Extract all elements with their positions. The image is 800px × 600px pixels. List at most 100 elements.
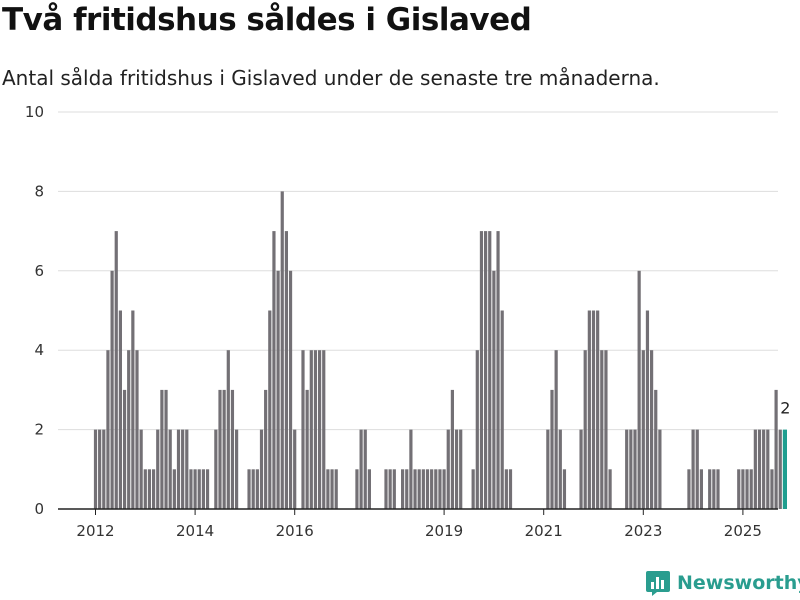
bar [247,469,251,509]
bar [745,469,749,509]
x-tick-label: 2021 [525,522,563,540]
bar [600,350,604,509]
bar [363,429,367,509]
bar [230,389,235,509]
bar [757,429,762,509]
bar [430,469,434,509]
bar [695,429,699,509]
bar [218,389,222,509]
grid-lines [58,111,778,431]
bar [384,469,388,509]
bar [222,389,226,509]
x-tick-label: 2012 [76,522,114,540]
bar [459,429,463,509]
bar [205,469,210,509]
brand-name: Newsworthy [677,572,800,594]
bar [176,429,181,509]
bar [753,429,757,509]
bar [355,469,359,509]
bar [226,350,230,509]
bar [438,469,442,509]
bar [251,469,255,509]
bar [475,350,479,509]
bar [741,469,745,509]
bar [508,469,513,509]
bar [122,389,127,509]
bar [235,429,239,509]
bar [604,350,608,509]
bar [139,429,143,509]
bar [110,270,114,509]
bar [388,469,392,509]
bar-chart: 0 2 4 6 8 10 2012 2014 2016 2019 2021 2023 2025 2 [25,103,791,540]
bar [608,469,612,509]
bar [405,469,409,509]
bar [421,469,425,509]
bar [770,469,774,509]
bar [309,350,313,509]
x-tick-label: 2025 [724,522,762,540]
bar [546,429,550,509]
bar [716,469,720,509]
bar [276,270,280,509]
bar [326,469,330,509]
bar [359,429,363,509]
bar [160,389,164,509]
bar [442,469,446,509]
bar [749,469,753,509]
bar [579,429,583,509]
bar [272,231,276,509]
bar [550,389,554,509]
bar [147,469,152,509]
bar [484,231,488,509]
last-value-label: 2 [780,399,790,418]
bar [318,350,322,509]
bar [699,469,703,509]
annotations: 2 [780,399,790,418]
bar [322,350,326,509]
bars [93,191,787,509]
y-axis-ticks: 0 2 4 6 8 10 [25,103,44,518]
bar [172,469,176,509]
bar [562,469,567,509]
x-tick-label: 2014 [176,522,214,540]
bar [330,469,334,509]
bar [259,429,264,509]
bar [280,191,284,509]
bar [367,469,371,509]
bar [645,310,650,509]
bar [293,429,297,509]
brand-logo: Newsworthy [645,570,800,596]
bar [313,350,318,509]
bar [654,389,658,509]
bar [558,429,562,509]
bar [587,310,591,509]
bar [301,350,305,509]
bar [687,469,691,509]
bar [135,350,139,509]
bar [492,270,496,509]
bar [401,469,405,509]
bar [106,350,110,509]
bar [264,389,268,509]
bar [504,469,508,509]
bar [778,429,782,509]
bar [629,429,633,509]
bar [637,270,641,509]
bar [93,429,98,509]
y-tick-label: 2 [34,421,44,439]
page-subtitle: Antal sålda fritidshus i Gislaved under … [2,66,660,90]
bar [288,270,293,509]
bar [118,310,122,509]
bar [471,469,475,509]
bar [156,429,160,509]
bar [417,469,421,509]
bar [434,469,438,509]
bar [131,310,135,509]
bar [650,350,654,509]
bar [712,469,716,509]
bar [152,469,156,509]
bar-chart-logo-icon [646,571,670,596]
bar [633,429,637,509]
x-tick-label: 2019 [425,522,463,540]
